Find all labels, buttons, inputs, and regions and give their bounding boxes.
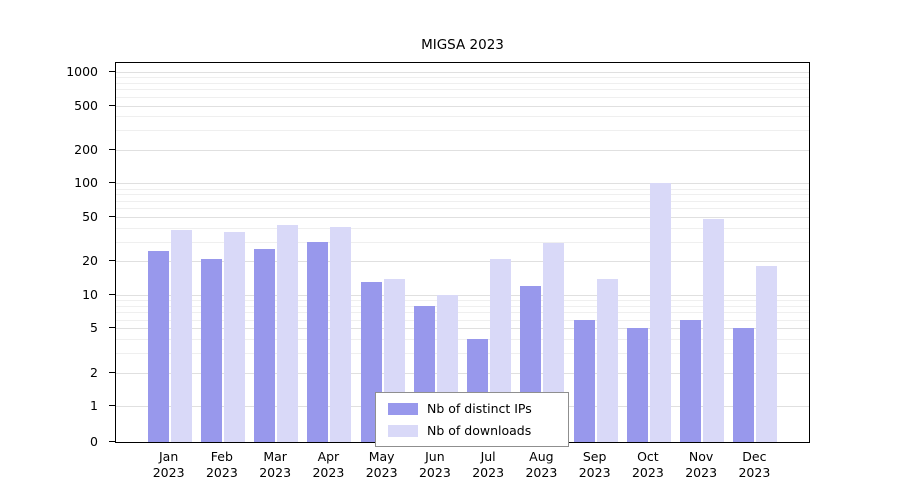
bar-downloads-mar xyxy=(277,225,299,442)
x-tick-label: Oct 2023 xyxy=(631,449,664,481)
y-tick-label: 500 xyxy=(74,97,98,113)
y-tick-mark xyxy=(109,405,115,407)
gridline-minor xyxy=(116,130,809,132)
bar-distinct-ips-dec xyxy=(733,328,755,442)
gridline-minor xyxy=(116,241,809,243)
x-tick-label: Jan 2023 xyxy=(152,449,185,481)
y-tick-label: 10 xyxy=(82,286,98,302)
x-tick-label: Feb 2023 xyxy=(205,449,238,481)
legend-item-downloads: Nb of downloads xyxy=(388,423,556,438)
gridline-minor xyxy=(116,208,809,210)
gridline-major xyxy=(116,372,809,374)
x-tick-label: Sep 2023 xyxy=(578,449,611,481)
y-axis: 0 1 2 5 10 20 50 100 200 500 1000 xyxy=(0,62,115,449)
gridline-minor xyxy=(116,89,809,91)
y-tick-label: 0 xyxy=(90,434,98,449)
y-tick-mark xyxy=(109,148,115,150)
legend-label-distinct-ips: Nb of distinct IPs xyxy=(427,401,532,416)
chart-title: MIGSA 2023 xyxy=(421,37,504,53)
gridline-minor xyxy=(116,339,809,341)
x-tick-label: May 2023 xyxy=(365,449,398,481)
gridline-minor xyxy=(116,116,809,118)
x-tick-label: Jun 2023 xyxy=(418,449,451,481)
gridline-minor xyxy=(116,96,809,98)
y-tick-mark xyxy=(109,327,115,329)
gridline-minor xyxy=(116,305,809,307)
gridline-major xyxy=(116,105,809,107)
gridline-minor xyxy=(116,82,809,84)
x-axis: Jan 2023 Feb 2023 Mar 2023 Apr 2023 May 2023 Jun 20… xyxy=(115,449,810,491)
bar-downloads-dec xyxy=(756,266,778,442)
gridline-minor xyxy=(116,353,809,355)
x-tick-label: Aug 2023 xyxy=(525,449,558,481)
y-tick-mark xyxy=(109,441,115,442)
y-tick-mark xyxy=(109,182,115,184)
gridline-minor xyxy=(116,77,809,79)
bar-downloads-oct xyxy=(649,183,671,442)
x-tick-label: Dec 2023 xyxy=(738,449,771,481)
gridline-minor xyxy=(116,227,809,229)
legend-label-downloads: Nb of downloads xyxy=(427,423,532,438)
y-tick-label: 20 xyxy=(82,253,98,269)
y-tick-mark xyxy=(109,293,115,295)
gridline-major xyxy=(116,72,809,73)
legend-swatch-distinct-ips xyxy=(388,402,418,415)
gridline-minor xyxy=(116,200,809,202)
gridline-minor xyxy=(116,312,809,314)
bar-distinct-ips-feb xyxy=(200,258,222,442)
y-tick-label: 50 xyxy=(82,208,98,224)
y-tick-mark xyxy=(109,104,115,106)
y-tick-mark xyxy=(109,371,115,373)
y-tick-mark xyxy=(109,71,115,72)
gridline-minor xyxy=(116,299,809,301)
x-tick-label: Nov 2023 xyxy=(685,449,718,481)
gridline-minor xyxy=(116,319,809,321)
y-tick-mark xyxy=(109,215,115,217)
bar-distinct-ips-jan xyxy=(147,250,169,442)
bar-distinct-ips-oct xyxy=(626,328,648,442)
bar-distinct-ips-sep xyxy=(573,319,595,442)
y-tick-label: 5 xyxy=(90,320,98,336)
legend-item-distinct-ips: Nb of distinct IPs xyxy=(388,401,556,416)
gridline-major xyxy=(116,149,809,151)
y-tick-label: 2 xyxy=(90,364,98,380)
x-tick-label: Apr 2023 xyxy=(312,449,345,481)
bar-distinct-ips-nov xyxy=(680,319,702,442)
x-tick-label: Mar 2023 xyxy=(259,449,292,481)
bar-downloads-jan xyxy=(170,230,192,442)
bar-distinct-ips-mar xyxy=(254,248,276,442)
x-tick-label: Jul 2023 xyxy=(472,449,505,481)
gridline-minor xyxy=(116,188,809,190)
bar-downloads-nov xyxy=(703,218,725,442)
y-tick-mark xyxy=(109,260,115,262)
bar-downloads-feb xyxy=(223,231,245,442)
y-tick-label: 100 xyxy=(74,175,98,191)
y-tick-label: 200 xyxy=(74,141,98,157)
bar-downloads-sep xyxy=(596,278,618,442)
gridline-major xyxy=(116,183,809,185)
gridline-major xyxy=(116,261,809,263)
bar-downloads-apr xyxy=(330,226,352,442)
legend-swatch-downloads xyxy=(388,424,418,437)
y-tick-label: 1000 xyxy=(66,64,98,79)
gridline-major xyxy=(116,294,809,296)
gridline-major xyxy=(116,216,809,218)
plot-area: Nb of distinct IPs Nb of downloads xyxy=(115,62,810,447)
bar-distinct-ips-apr xyxy=(307,241,329,442)
gridline-major xyxy=(116,328,809,330)
legend: Nb of distinct IPs Nb of downloads xyxy=(375,392,569,447)
y-tick-label: 1 xyxy=(90,398,98,414)
gridline-minor xyxy=(116,194,809,196)
